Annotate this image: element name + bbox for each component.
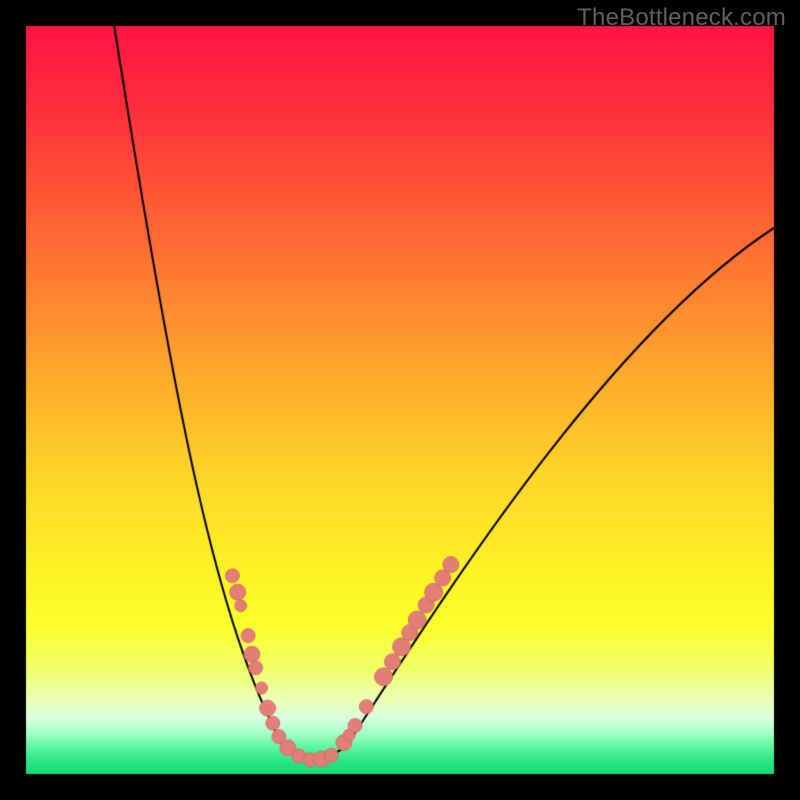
bottleneck-curve-layer [0,0,800,800]
watermark-text: TheBottleneck.com [577,4,786,32]
chart-stage: TheBottleneck.com [0,0,800,800]
